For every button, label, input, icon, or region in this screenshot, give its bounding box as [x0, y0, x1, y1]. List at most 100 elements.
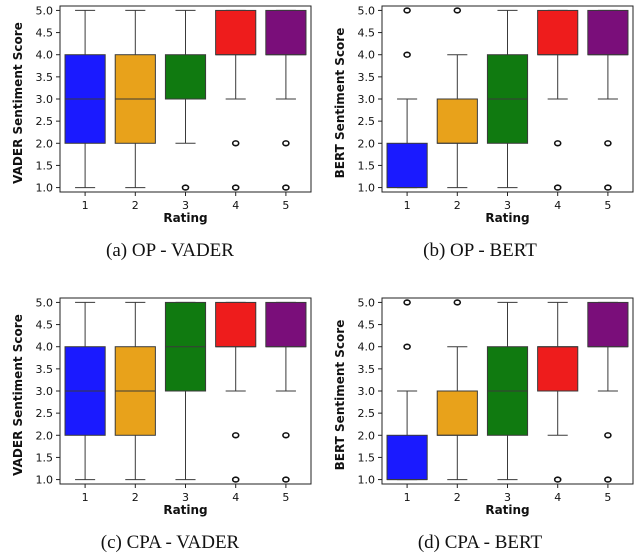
outlier-point — [604, 432, 612, 439]
outlier-point — [403, 299, 411, 306]
figure-caption: (d) CPA - BERT — [417, 532, 543, 553]
y-tick-label: 2.0 — [358, 137, 376, 150]
x-tick-label: 2 — [454, 199, 461, 212]
y-tick-label: 5.0 — [36, 296, 54, 309]
outlier-point — [282, 140, 290, 147]
y-tick-label: 4.0 — [36, 341, 54, 354]
outlier-point — [231, 140, 240, 147]
figure-caption: (b) OP - BERT — [423, 240, 537, 261]
y-tick-label: 2.0 — [36, 429, 54, 442]
outlier-point — [553, 140, 562, 147]
x-tick-label: 5 — [282, 491, 289, 504]
box-rating-2 — [436, 390, 478, 436]
y-tick-label: 3.5 — [36, 71, 54, 84]
x-tick-label: 5 — [604, 491, 611, 504]
y-tick-label: 2.0 — [358, 429, 376, 442]
y-tick-label: 1.5 — [358, 159, 376, 172]
y-tick-label: 1.0 — [358, 182, 376, 195]
chart-panel-4: 1.0 1.5 2.0 2.5 3.0 3.5 4.0 4.5 5.0 1 2 3 4 5 Rating BE… — [333, 296, 634, 517]
outlier-point — [282, 184, 290, 191]
x-tick-label: 4 — [554, 199, 561, 212]
y-tick-label: 4.0 — [358, 341, 376, 354]
y-tick-label: 3.5 — [358, 71, 376, 84]
outlier-point — [403, 343, 411, 350]
y-axis-title: VADER Sentiment Score — [11, 22, 25, 184]
x-tick-label: 5 — [604, 199, 611, 212]
box-rating-4 — [215, 9, 257, 56]
y-tick-label: 3.5 — [36, 363, 54, 376]
outlier-point — [231, 476, 240, 483]
outlier-point — [604, 184, 612, 191]
x-axis-title: Rating — [485, 211, 529, 225]
y-tick-label: 5.0 — [358, 296, 376, 309]
outlier-point — [403, 51, 411, 58]
y-tick-label: 5.0 — [358, 4, 376, 17]
y-tick-label: 4.5 — [36, 27, 54, 40]
box-rating-1 — [386, 434, 428, 481]
y-tick-label: 2.5 — [36, 407, 54, 420]
figure-caption: (a) OP - VADER — [106, 240, 234, 261]
x-tick-label: 5 — [282, 199, 289, 212]
y-tick-label: 1.5 — [36, 451, 54, 464]
y-tick-label: 1.0 — [36, 182, 54, 195]
box-rating-5 — [587, 301, 629, 348]
x-axis-title: Rating — [163, 503, 207, 517]
box-rating-2 — [436, 98, 478, 144]
outlier-point — [553, 184, 562, 191]
x-tick-label: 4 — [232, 199, 239, 212]
outlier-point — [282, 476, 290, 483]
y-axis-title: BERT Sentiment Score — [333, 28, 347, 179]
outlier-point — [181, 184, 190, 191]
box-rating-1 — [386, 142, 428, 189]
x-tick-label: 3 — [182, 199, 189, 212]
y-tick-label: 4.5 — [358, 27, 376, 40]
x-tick-label: 1 — [404, 199, 411, 212]
outlier-point — [282, 432, 290, 439]
x-tick-label: 4 — [232, 491, 239, 504]
outlier-point — [231, 432, 240, 439]
y-axis-title: BERT Sentiment Score — [333, 320, 347, 471]
box-rating-5 — [265, 301, 307, 348]
chart-panel-2: 1.0 1.5 2.0 2.5 3.0 3.5 4.0 4.5 5.0 1 2 3 4 5 Rating BE… — [333, 4, 634, 225]
y-tick-label: 4.0 — [358, 49, 376, 62]
x-tick-label: 1 — [82, 199, 89, 212]
y-tick-label: 2.5 — [358, 407, 376, 420]
box-rating-5 — [265, 9, 307, 56]
outlier-point — [403, 7, 411, 14]
y-tick-label: 4.0 — [36, 49, 54, 62]
x-tick-label: 2 — [132, 491, 139, 504]
x-axis-title: Rating — [163, 211, 207, 225]
y-tick-label: 1.5 — [358, 451, 376, 464]
y-tick-label: 5.0 — [36, 4, 54, 17]
x-tick-label: 3 — [504, 199, 511, 212]
x-tick-label: 3 — [504, 491, 511, 504]
y-tick-label: 1.5 — [36, 159, 54, 172]
box-rating-4 — [537, 346, 579, 392]
y-tick-label: 3.5 — [358, 363, 376, 376]
box-rating-4 — [537, 9, 579, 56]
outlier-point — [604, 140, 612, 147]
x-tick-label: 4 — [554, 491, 561, 504]
box-rating-3 — [164, 54, 207, 100]
x-tick-label: 2 — [132, 199, 139, 212]
y-tick-label: 1.0 — [358, 474, 376, 487]
y-tick-label: 3.0 — [36, 93, 54, 106]
y-tick-label: 3.0 — [358, 385, 376, 398]
y-tick-label: 4.5 — [36, 319, 54, 332]
x-tick-label: 1 — [404, 491, 411, 504]
y-tick-label: 3.0 — [358, 93, 376, 106]
y-tick-label: 2.0 — [36, 137, 54, 150]
outlier-point — [604, 476, 612, 483]
y-tick-label: 1.0 — [36, 474, 54, 487]
y-tick-label: 3.0 — [36, 385, 54, 398]
y-tick-label: 4.5 — [358, 319, 376, 332]
x-axis-title: Rating — [485, 503, 529, 517]
outlier-point — [453, 7, 462, 14]
outlier-point — [231, 184, 240, 191]
figure-caption: (c) CPA - VADER — [100, 532, 240, 553]
x-tick-label: 3 — [182, 491, 189, 504]
y-tick-label: 2.5 — [358, 115, 376, 128]
x-tick-label: 2 — [454, 491, 461, 504]
y-axis-title: VADER Sentiment Score — [11, 314, 25, 476]
